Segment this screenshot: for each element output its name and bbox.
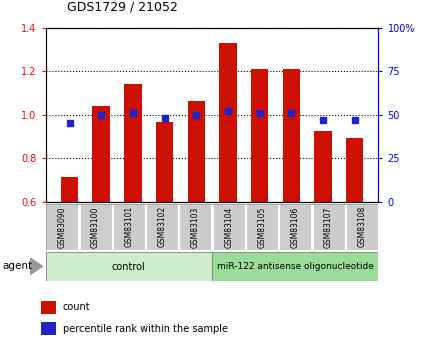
Point [161, 116, 168, 121]
Bar [246, 204, 277, 250]
Bar [282, 69, 299, 202]
Text: GSM83108: GSM83108 [356, 206, 365, 247]
Bar [212, 252, 378, 281]
Text: GSM83100: GSM83100 [91, 206, 100, 247]
Bar [92, 106, 110, 202]
Text: count: count [62, 303, 90, 313]
Text: GSM83107: GSM83107 [323, 206, 332, 247]
Bar [219, 43, 236, 202]
Text: percentile rank within the sample: percentile rank within the sample [62, 324, 227, 334]
Text: GSM83090: GSM83090 [58, 206, 67, 248]
Bar [124, 84, 141, 202]
Text: GDS1729 / 21052: GDS1729 / 21052 [67, 1, 178, 14]
Text: control: control [112, 262, 145, 272]
Bar [113, 204, 145, 250]
Bar [187, 100, 204, 202]
Point [319, 117, 326, 123]
Text: GSM83105: GSM83105 [257, 206, 266, 247]
Text: GSM83101: GSM83101 [124, 206, 133, 247]
Text: agent: agent [2, 262, 32, 271]
Text: GSM83103: GSM83103 [191, 206, 200, 247]
Text: GSM83102: GSM83102 [157, 206, 166, 247]
Bar [61, 177, 78, 202]
Point [287, 110, 294, 116]
Bar [41, 322, 56, 335]
Point [256, 110, 263, 116]
Point [98, 112, 105, 117]
Bar [313, 131, 331, 202]
Bar [250, 69, 268, 202]
Bar [46, 252, 212, 281]
Point [224, 108, 231, 114]
Bar [279, 204, 310, 250]
Bar [345, 138, 362, 202]
Bar [312, 204, 344, 250]
Bar [41, 301, 56, 314]
Bar [155, 122, 173, 202]
Bar [46, 204, 78, 250]
Point [129, 110, 136, 116]
Bar [345, 204, 377, 250]
Bar [79, 204, 111, 250]
Text: miR-122 antisense oligonucleotide: miR-122 antisense oligonucleotide [216, 262, 373, 271]
Text: GSM83106: GSM83106 [290, 206, 299, 247]
Point [66, 121, 73, 126]
Point [350, 117, 357, 123]
Text: GSM83104: GSM83104 [224, 206, 233, 247]
Polygon shape [30, 258, 43, 275]
Bar [212, 204, 244, 250]
Point [192, 112, 199, 117]
Bar [179, 204, 211, 250]
Bar [146, 204, 178, 250]
